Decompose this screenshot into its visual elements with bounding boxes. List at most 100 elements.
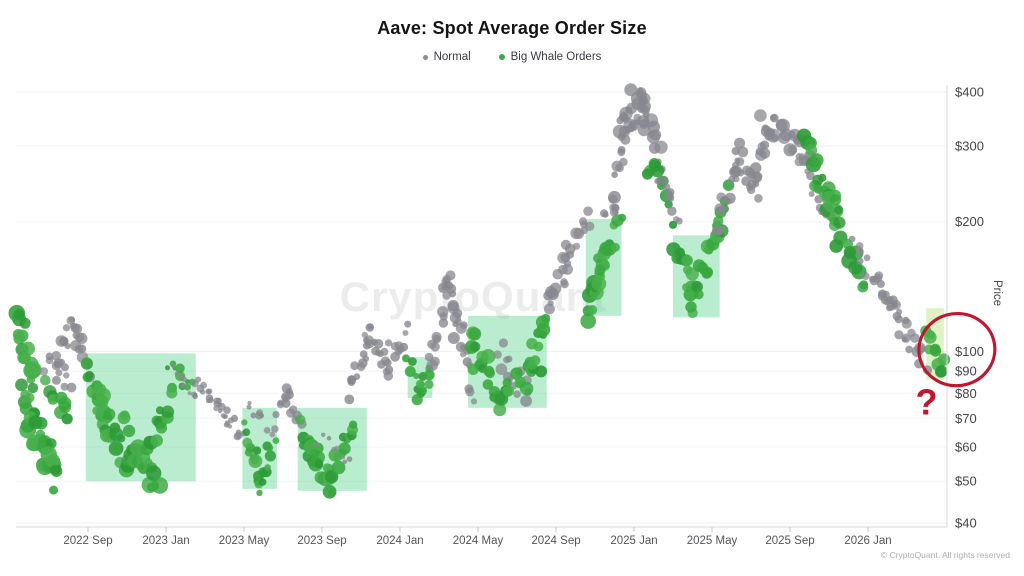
normal-order-dot <box>734 137 746 149</box>
normal-order-dot <box>543 303 555 315</box>
normal-order-dot <box>891 299 901 310</box>
normal-order-dot <box>250 412 257 419</box>
normal-order-dot <box>361 331 368 338</box>
whale-order-dot <box>533 341 544 352</box>
normal-order-dot <box>876 280 885 288</box>
whale-order-dot <box>97 395 109 408</box>
normal-order-dot <box>171 364 176 369</box>
whale-order-dot <box>833 216 846 229</box>
normal-order-dot <box>439 312 448 321</box>
whale-order-dot <box>58 396 72 410</box>
normal-order-dot <box>855 242 864 250</box>
whale-order-dot <box>929 345 942 357</box>
whale-order-dot <box>809 153 824 168</box>
normal-order-dot <box>77 344 87 354</box>
normal-order-dot <box>51 375 61 385</box>
whale-order-dot <box>502 378 512 388</box>
x-tick-label: 2024 Jan <box>376 535 423 547</box>
whale-order-dot <box>519 381 534 396</box>
x-tick-label: 2023 Jan <box>142 535 189 547</box>
whale-order-dot <box>168 382 177 391</box>
normal-order-dot <box>269 431 276 438</box>
whale-order-dot <box>49 485 58 495</box>
normal-order-dot <box>263 427 271 434</box>
x-tick-label: 2024 May <box>453 535 504 547</box>
normal-order-dot <box>64 342 71 350</box>
whale-order-dot <box>92 406 101 416</box>
normal-order-dot <box>741 176 751 187</box>
x-tick-label: 2025 Jan <box>610 535 657 547</box>
highlight-circle <box>917 311 997 388</box>
whale-order-dot <box>109 422 121 434</box>
normal-order-dot <box>770 113 779 123</box>
normal-order-dot <box>384 365 394 375</box>
whale-order-dot <box>493 403 507 417</box>
y-tick-label: $40 <box>955 516 977 531</box>
normal-order-dot <box>181 376 187 382</box>
normal-order-dot <box>206 388 213 395</box>
normal-order-dot <box>901 318 912 329</box>
x-tick-label: 2024 Sep <box>531 535 580 547</box>
whale-order-dot <box>146 465 162 481</box>
normal-order-dot <box>223 406 231 415</box>
normal-order-dot <box>373 339 384 349</box>
normal-order-dot <box>636 103 646 113</box>
normal-order-dot <box>230 414 239 422</box>
normal-order-dot <box>326 435 332 441</box>
normal-order-dot <box>200 381 208 389</box>
whale-order-dot <box>923 331 937 344</box>
y-tick-label: $80 <box>955 386 977 401</box>
legend: Normal Big Whale Orders <box>0 51 1024 63</box>
whale-order-dot <box>483 365 495 377</box>
whale-order-dot <box>120 410 130 420</box>
whale-order-dot <box>701 266 713 278</box>
whale-order-dot <box>418 386 427 395</box>
whale-order-dot <box>264 450 276 462</box>
normal-order-dot <box>560 278 568 286</box>
whale-order-dot <box>424 379 434 389</box>
whale-order-dot <box>618 213 627 222</box>
axes <box>16 85 948 532</box>
normal-order-dot <box>901 333 911 343</box>
normal-order-dot <box>814 195 823 204</box>
question-mark-annotation: ? <box>916 381 938 422</box>
normal-order-dot <box>754 194 763 203</box>
normal-order-dot <box>563 260 572 268</box>
normal-order-dot <box>380 347 389 356</box>
whale-order-dot <box>535 365 548 378</box>
normal-order-dot <box>174 371 180 376</box>
normal-order-dot <box>76 332 88 344</box>
whale-order-dot <box>151 477 169 494</box>
normal-order-dot <box>380 356 390 366</box>
normal-order-dot <box>247 400 252 406</box>
normal-order-dot <box>808 191 815 197</box>
normal-order-dot <box>63 372 70 379</box>
scatter-points <box>8 83 951 499</box>
whale-order-dot <box>27 382 39 394</box>
whale-order-dot <box>165 365 170 371</box>
whale-order-dot <box>402 354 410 363</box>
normal-order-dot <box>498 338 508 348</box>
whale-order-dot <box>175 363 185 374</box>
normal-order-dot <box>342 459 348 465</box>
whale-order-dot <box>16 329 29 342</box>
normal-order-dot <box>737 146 749 158</box>
normal-order-dot <box>350 361 359 371</box>
normal-order-dot <box>732 175 740 183</box>
whale-order-dot <box>117 434 126 443</box>
whale-order-dot <box>338 442 351 455</box>
legend-item-whale: Big Whale Orders <box>498 51 602 63</box>
whale-order-dot <box>46 453 61 468</box>
normal-order-dot <box>611 203 620 213</box>
normal-order-dot <box>894 330 904 340</box>
normal-order-dot <box>896 308 903 315</box>
x-tick-label: 2023 May <box>219 535 270 547</box>
legend-label-whale: Big Whale Orders <box>510 51 602 63</box>
whale-order-dot <box>668 220 678 229</box>
normal-order-dot <box>806 171 815 181</box>
normal-order-dot <box>724 197 732 205</box>
whale-order-dot <box>295 414 306 425</box>
whale-order-dot <box>161 405 175 419</box>
y-tick-label: $400 <box>955 85 984 100</box>
whale-order-dot <box>541 313 551 324</box>
